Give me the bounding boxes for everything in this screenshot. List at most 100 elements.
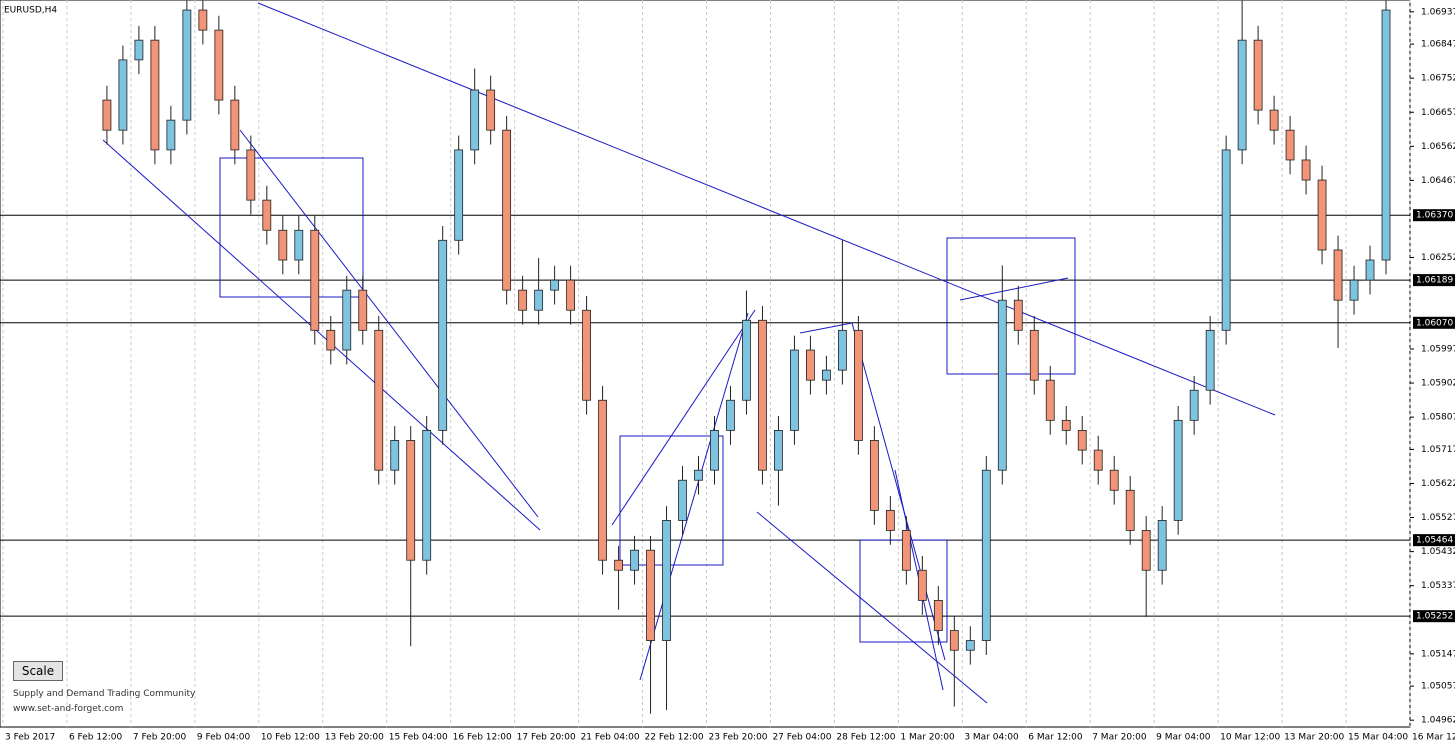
chart-title: EURUSD,H4 (4, 6, 57, 16)
y-tick-label: 1.05057 (1421, 682, 1455, 692)
y-tick-label: 1.06252 (1421, 253, 1455, 263)
y-tick-label: 1.05337 (1421, 581, 1455, 591)
zone-box (219, 157, 364, 298)
level-label-box (1413, 274, 1455, 287)
x-tick-label: 13 Mar 20:00 (1284, 733, 1344, 743)
x-tick-label: 10 Mar 12:00 (1220, 733, 1280, 743)
candle-body (1125, 489, 1135, 531)
candle-body (182, 9, 192, 121)
candle-body (901, 530, 911, 571)
candle-body (310, 229, 320, 331)
candle-body (150, 39, 160, 151)
candle-body (342, 289, 352, 351)
candle-body (1189, 389, 1199, 421)
candle-body (278, 229, 288, 261)
y-tick-label: 1.05432 (1421, 547, 1455, 557)
y-tick-label: 1.06847 (1421, 40, 1455, 50)
y-tick-label: 1.06752 (1421, 74, 1455, 84)
level-label: 1.05252 (1416, 612, 1453, 622)
y-tick-label: 1.05902 (1421, 379, 1455, 389)
candle-body (390, 440, 400, 471)
x-tick-label: 3 Mar 04:00 (964, 733, 1019, 743)
x-tick-label: 7 Feb 20:00 (133, 733, 187, 743)
candle-body (678, 479, 687, 521)
candle-body (1317, 179, 1327, 251)
candle-body (646, 549, 655, 641)
x-tick-label: 23 Feb 20:00 (708, 733, 767, 743)
candle-body (933, 599, 943, 631)
x-tick-label: 9 Mar 04:00 (1156, 733, 1211, 743)
candle-body (997, 299, 1007, 471)
candle-body (422, 429, 432, 561)
x-tick-label: 27 Feb 04:00 (772, 733, 831, 743)
annotations (102, 2, 1276, 704)
candle-body (1045, 379, 1055, 421)
candle-body (853, 329, 863, 441)
candle-body (758, 319, 767, 471)
trend-line (799, 322, 853, 334)
candle-body (1061, 419, 1071, 431)
candle-body (885, 509, 895, 531)
x-tick-label: 21 Feb 04:00 (581, 733, 640, 743)
candle-body (1093, 449, 1103, 471)
candle-body (1301, 159, 1311, 181)
y-tick-label: 1.06562 (1421, 142, 1455, 152)
y-tick-label: 1.05622 (1421, 479, 1455, 489)
candle-body (134, 39, 144, 61)
trend-line (102, 139, 541, 531)
candle-body (1365, 259, 1375, 281)
candle-body (486, 89, 496, 131)
candle-body (550, 279, 560, 291)
x-tick-label: 13 Feb 20:00 (325, 733, 384, 743)
candle-body (981, 469, 991, 641)
candle-body (917, 569, 927, 601)
level-label-box (1413, 610, 1455, 623)
candle-body (742, 319, 751, 401)
candle-body (326, 329, 336, 351)
candle-body (438, 239, 448, 431)
trend-line (959, 277, 1069, 301)
candle-body (1205, 329, 1215, 391)
trend-line (257, 2, 1276, 416)
x-tick-label: 6 Mar 12:00 (1028, 733, 1083, 743)
candle-body (1269, 109, 1279, 131)
candle-body (838, 329, 847, 371)
y-tick-label: 1.06467 (1421, 176, 1455, 186)
candle-body (1221, 149, 1231, 331)
candle-body (518, 289, 528, 311)
y-tick-label: 1.06657 (1421, 108, 1455, 118)
candle-body (454, 149, 464, 241)
x-tick-label: 15 Mar 04:00 (1348, 733, 1408, 743)
level-label: 1.06070 (1416, 318, 1453, 328)
x-tick-label: 15 Feb 04:00 (389, 733, 448, 743)
candle-body (1157, 520, 1167, 571)
level-label: 1.06189 (1416, 276, 1453, 286)
x-tick-label: 28 Feb 12:00 (836, 733, 895, 743)
candle-body (774, 429, 783, 471)
candle-body (230, 99, 240, 151)
candle-body (598, 399, 607, 561)
candle-body (1173, 419, 1183, 521)
levels: 1.06370 1.06189 1.06070 1.05464 1.05252 (0, 209, 1455, 623)
trend-line (639, 312, 749, 681)
candle-body (198, 9, 208, 31)
candle-body (1381, 9, 1391, 261)
level-label-box (1413, 316, 1455, 329)
trend-line (611, 309, 756, 526)
level-label: 1.05464 (1416, 536, 1453, 546)
candle-body (582, 309, 591, 401)
x-tick-label: 16 Mar 12:00 (1412, 733, 1455, 743)
candle-body (1109, 469, 1119, 491)
x-tick-label: 9 Feb 04:00 (197, 733, 251, 743)
candle-body (262, 199, 272, 231)
plot-frame (0, 0, 1411, 728)
y-tick-label: 1.05997 (1421, 344, 1455, 354)
candle-body (470, 89, 480, 151)
candle-body (726, 399, 735, 431)
y-tick-label: 1.05807 (1421, 413, 1455, 423)
scale-button[interactable]: Scale (13, 661, 63, 681)
candle-body (694, 469, 703, 481)
candle-body (614, 559, 623, 571)
